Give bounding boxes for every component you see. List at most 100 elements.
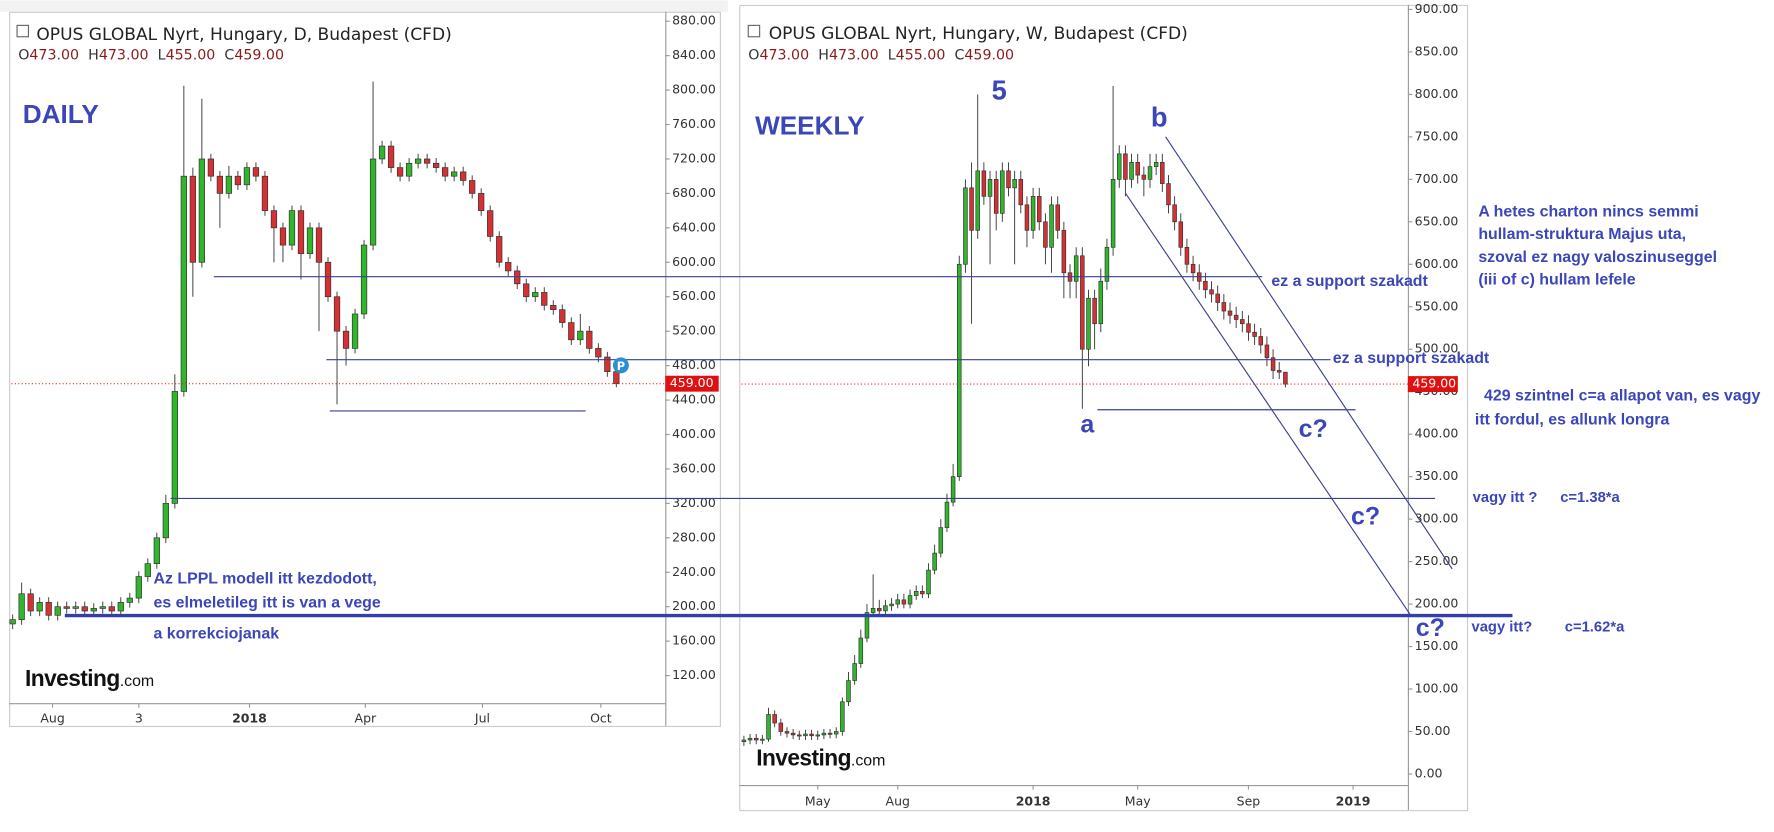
- ohlc-header: O473.00 H473.00 L455.00 C459.00: [748, 47, 1014, 63]
- candle-body: [360, 244, 368, 315]
- candle-body: [1024, 204, 1030, 231]
- ohlc-key: O: [18, 47, 29, 63]
- y-tick-label: 840.00: [672, 47, 716, 62]
- x-tick-label: Aug: [886, 793, 910, 808]
- candle-body: [833, 731, 839, 735]
- candle-body: [27, 593, 34, 612]
- ohlc-value: 459.00: [234, 47, 284, 63]
- candle-body: [378, 145, 386, 160]
- candle-body: [54, 606, 61, 616]
- candle-body: [216, 175, 224, 194]
- candle-body: [969, 187, 974, 231]
- x-tick-label: Aug: [40, 710, 64, 725]
- candle-body: [1104, 246, 1110, 282]
- candle-body: [790, 732, 796, 736]
- y-tick-label: 520.00: [672, 323, 716, 338]
- candle-body: [753, 737, 759, 741]
- wave-label: c?: [1416, 614, 1445, 642]
- last-price-tag: [1407, 376, 1458, 393]
- y-tick-label: 560.00: [672, 288, 716, 303]
- x-tick-label: May: [1125, 793, 1151, 808]
- candle-body: [1252, 331, 1257, 337]
- event-icon[interactable]: [612, 357, 629, 374]
- y-tick-label: 550.00: [1415, 298, 1459, 313]
- annotation: itt fordul, es allunk longra: [1475, 412, 1670, 429]
- candle-body: [405, 162, 413, 177]
- candle-body: [895, 599, 900, 605]
- ohlc-key: C: [954, 47, 964, 63]
- y-tick-label: 600.00: [672, 254, 716, 269]
- x-tick-label: Jul: [474, 710, 490, 725]
- y-tick-label: 600.00: [1415, 256, 1459, 271]
- drawings: [64, 136, 1513, 618]
- candle-body: [369, 158, 377, 246]
- wave-label: 5: [992, 74, 1007, 105]
- candle-body: [550, 305, 557, 310]
- candle-body: [809, 733, 814, 737]
- candle-body: [1264, 344, 1270, 359]
- candle-body: [117, 602, 124, 612]
- ohlc-value: 473.00: [29, 47, 79, 63]
- candle-body: [135, 576, 142, 599]
- candle-body: [108, 606, 115, 612]
- candle-body: [821, 732, 827, 736]
- annotation: vagy itt ?: [1473, 490, 1538, 506]
- candle-body: [1073, 255, 1079, 282]
- y-tick-label: 50.00: [1415, 723, 1451, 738]
- candle-body: [1276, 370, 1282, 373]
- marks: 120.00 160.00 200.00 240.00 280.00 320.00 360.…: [9, 1, 1459, 808]
- candle-body: [36, 602, 43, 612]
- ohlc-key: O: [748, 47, 759, 63]
- y-tick-label: 900.00: [1415, 1, 1459, 16]
- candle-body: [932, 552, 937, 571]
- candle-body: [846, 680, 851, 703]
- logo: Investing.com: [25, 665, 154, 691]
- candle-body: [981, 170, 987, 197]
- candle-body: [1012, 178, 1017, 189]
- candle-body: [1246, 323, 1251, 333]
- annotation: c=1.62*a: [1565, 619, 1625, 635]
- x-tick-label: Apr: [355, 710, 377, 725]
- wave-label: c?: [1351, 503, 1380, 531]
- candle-body: [815, 734, 820, 737]
- wave-label: c?: [1299, 415, 1328, 443]
- candle-body: [889, 603, 894, 607]
- candle-body: [595, 348, 602, 358]
- candle-body: [9, 619, 16, 625]
- candle-body: [1092, 297, 1097, 325]
- annotation: A hetes charton nincs semmi: [1478, 203, 1698, 220]
- candle-body: [938, 527, 944, 554]
- candle-body: [907, 595, 913, 605]
- candle-body: [1172, 204, 1177, 223]
- y-tick-label: 850.00: [1415, 43, 1459, 58]
- ohlc-key: L: [158, 47, 166, 63]
- candle-body: [351, 313, 359, 349]
- candle-body: [1240, 319, 1245, 325]
- candle-body: [81, 606, 88, 612]
- candle-body: [1061, 229, 1067, 274]
- y-tick-label: 880.00: [672, 13, 716, 28]
- annotation: a korrekciojanak: [154, 625, 280, 642]
- logo-suffix: .com: [851, 753, 885, 770]
- y-tick-label: 120.00: [672, 667, 716, 682]
- x-tick-label: 3: [135, 710, 143, 725]
- annotation: ez a support szakadt: [1271, 273, 1428, 290]
- y-tick-label: 800.00: [672, 82, 716, 97]
- candle-body: [1043, 221, 1048, 248]
- candle-body: [487, 210, 494, 237]
- collapse-icon[interactable]: [747, 24, 761, 38]
- x-tick-label: Sep: [1237, 793, 1261, 808]
- y-tick-label: 440.00: [672, 392, 716, 407]
- candle-body: [324, 261, 332, 298]
- chart-title: OPUS GLOBAL Nyrt, Hungary, D, Budapest (…: [36, 25, 451, 45]
- y-tick-label: 200.00: [1415, 596, 1459, 611]
- candle-body: [586, 330, 593, 349]
- y-tick-label: 320.00: [672, 495, 716, 510]
- collapse-icon[interactable]: [16, 24, 29, 38]
- candle-body: [342, 330, 350, 349]
- candle-body: [1129, 162, 1134, 180]
- y-tick-label: 100.00: [1415, 681, 1459, 696]
- candle-body: [63, 606, 70, 609]
- daily-frame: [9, 11, 721, 728]
